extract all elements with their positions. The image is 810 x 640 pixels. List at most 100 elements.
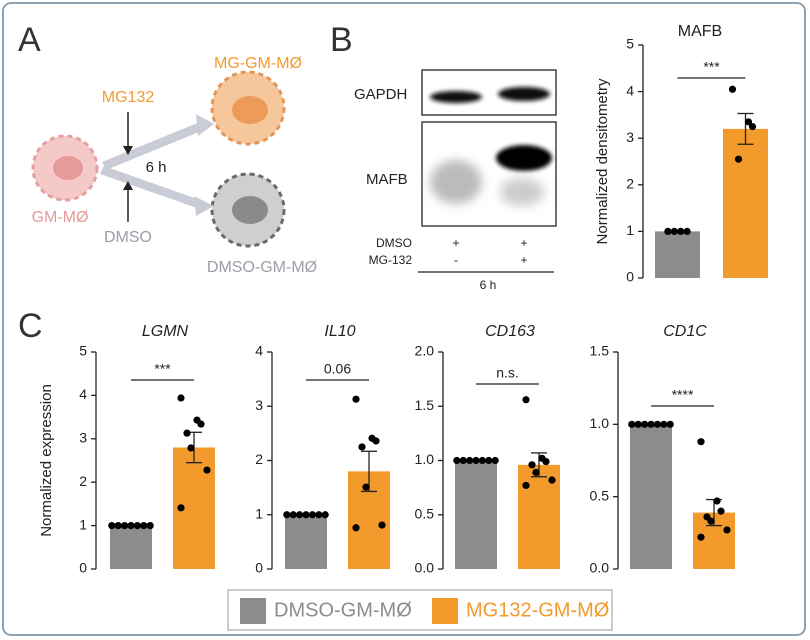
bar bbox=[723, 128, 768, 278]
legend-box bbox=[227, 589, 613, 631]
y-tick-label: 1.5 bbox=[415, 397, 435, 413]
legend-swatch bbox=[240, 598, 266, 624]
y-tick-label: 2 bbox=[255, 451, 263, 467]
y-tick-label: 1.5 bbox=[590, 343, 610, 359]
data-point bbox=[466, 456, 474, 465]
y-tick-label: 5 bbox=[79, 343, 87, 359]
data-point bbox=[315, 511, 323, 519]
data-point bbox=[485, 456, 493, 465]
time-label: 6 h bbox=[480, 278, 497, 292]
data-point bbox=[127, 522, 135, 530]
control-label: DMSO bbox=[104, 229, 152, 246]
data-point bbox=[459, 456, 467, 465]
bar bbox=[655, 231, 700, 278]
y-tick-label: 2.0 bbox=[415, 343, 435, 359]
data-point bbox=[653, 420, 662, 428]
data-point bbox=[522, 396, 530, 404]
band bbox=[430, 160, 482, 204]
chart-title: CD163 bbox=[485, 323, 535, 340]
data-point bbox=[453, 456, 461, 465]
band-label: GAPDH bbox=[354, 86, 407, 103]
lane-label: + bbox=[520, 236, 527, 250]
data-point bbox=[744, 118, 753, 126]
y-tick-label: 1.0 bbox=[415, 451, 435, 467]
data-point bbox=[378, 521, 386, 529]
data-point bbox=[133, 522, 141, 530]
data-point bbox=[358, 443, 366, 451]
y-tick-label: 0.5 bbox=[590, 487, 610, 503]
lane-label: + bbox=[452, 236, 459, 250]
chart-title: LGMN bbox=[142, 323, 189, 340]
data-point bbox=[283, 511, 291, 519]
data-point bbox=[528, 461, 536, 469]
legend-label: DMSO-GM-MØ bbox=[274, 599, 412, 621]
significance-label: *** bbox=[154, 361, 171, 377]
data-point bbox=[187, 444, 195, 452]
data-point bbox=[697, 533, 705, 541]
panel-label: C bbox=[18, 307, 43, 345]
band-label: MAFB bbox=[366, 171, 408, 188]
band bbox=[496, 145, 552, 171]
y-tick-label: 0.0 bbox=[590, 560, 610, 576]
cell-label: MG-GM-MØ bbox=[214, 55, 302, 72]
data-point bbox=[660, 420, 668, 428]
data-point bbox=[491, 456, 499, 465]
arrowhead bbox=[123, 146, 133, 155]
data-point bbox=[683, 227, 691, 235]
data-point bbox=[748, 122, 757, 131]
data-point bbox=[140, 522, 148, 530]
data-point bbox=[177, 394, 185, 402]
cell-label: DMSO-GM-MØ bbox=[207, 259, 317, 276]
row-label: MG-132 bbox=[369, 253, 413, 267]
data-point bbox=[296, 511, 304, 519]
data-point bbox=[532, 468, 540, 477]
data-point bbox=[707, 517, 715, 525]
data-point bbox=[628, 420, 636, 428]
chart-title: IL10 bbox=[324, 323, 355, 340]
data-point bbox=[634, 420, 642, 428]
lane-label: + bbox=[520, 253, 527, 267]
bar bbox=[630, 424, 672, 569]
treatment-label: MG132 bbox=[102, 89, 155, 106]
arrowhead bbox=[196, 114, 214, 136]
data-point bbox=[372, 437, 380, 445]
data-point bbox=[666, 420, 674, 428]
nucleus bbox=[232, 96, 268, 124]
significance-label: *** bbox=[703, 59, 720, 75]
data-point bbox=[203, 466, 211, 474]
error-bar bbox=[361, 450, 377, 493]
data-point bbox=[177, 504, 185, 512]
y-tick-label: 2 bbox=[626, 176, 634, 192]
y-tick-label: 1 bbox=[79, 516, 87, 532]
data-point bbox=[641, 420, 649, 428]
data-point bbox=[723, 526, 731, 534]
significance-label: **** bbox=[672, 387, 694, 403]
y-tick-label: 0 bbox=[79, 560, 87, 576]
arrowhead bbox=[194, 196, 214, 216]
data-point bbox=[472, 456, 480, 465]
data-point bbox=[146, 522, 154, 530]
data-point bbox=[647, 420, 655, 428]
y-tick-label: 0 bbox=[626, 269, 634, 285]
data-point bbox=[362, 483, 370, 491]
data-point bbox=[352, 524, 360, 532]
data-point bbox=[713, 497, 721, 505]
bar bbox=[110, 525, 152, 569]
data-point bbox=[321, 511, 329, 519]
significance-label: 0.06 bbox=[324, 361, 351, 377]
data-point bbox=[670, 227, 678, 235]
data-point bbox=[302, 511, 310, 519]
legend-label: MG132-GM-MØ bbox=[466, 599, 609, 621]
y-tick-label: 0.5 bbox=[415, 505, 435, 521]
y-axis-label: Normalized densitometry bbox=[594, 78, 611, 244]
y-tick-label: 5 bbox=[626, 36, 634, 52]
data-point bbox=[478, 456, 486, 465]
y-tick-label: 1 bbox=[255, 505, 263, 521]
y-tick-label: 2 bbox=[79, 473, 87, 489]
data-point bbox=[352, 395, 360, 403]
data-point bbox=[542, 457, 550, 466]
y-tick-label: 1 bbox=[626, 222, 634, 238]
panel-label: B bbox=[330, 21, 353, 59]
y-tick-label: 3 bbox=[255, 397, 263, 413]
